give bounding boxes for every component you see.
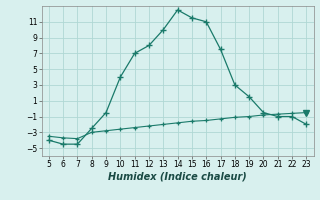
X-axis label: Humidex (Indice chaleur): Humidex (Indice chaleur) bbox=[108, 172, 247, 182]
